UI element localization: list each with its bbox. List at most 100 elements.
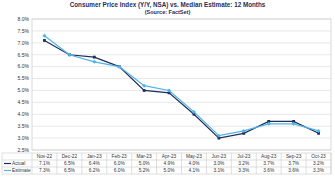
table-rule (56, 153, 57, 174)
grid-line (32, 42, 331, 43)
table-value: 4.0% (188, 161, 200, 166)
y-tick-label: 6.0% (18, 63, 30, 69)
table-value: 3.6% (263, 168, 275, 173)
table-value: 7.1% (39, 161, 51, 166)
marker (92, 60, 96, 64)
table-rule (331, 153, 332, 174)
legend-label: Estimate (12, 168, 31, 173)
table-value: 5.0% (164, 168, 176, 173)
y-tick-label: 4.5% (18, 99, 30, 105)
table-value: 3.3% (313, 168, 325, 173)
x-tick-label: May-23 (186, 154, 202, 159)
table-value: 6.2% (89, 168, 101, 173)
marker (267, 122, 271, 126)
table-value: 6.5% (64, 168, 76, 173)
table-rule (131, 153, 132, 174)
table-rule (281, 153, 282, 174)
grid-line (32, 90, 331, 91)
marker (292, 122, 296, 126)
x-tick-label: Aug-23 (261, 154, 277, 159)
y-tick-label: 7.0% (18, 40, 30, 46)
grid-line (32, 102, 331, 103)
grid-line (32, 126, 331, 127)
table-rule (106, 153, 107, 174)
grid-line (32, 66, 331, 67)
y-tick-label: 2.5% (18, 147, 30, 153)
x-tick-label: Sep-23 (286, 154, 302, 159)
marker (118, 65, 121, 68)
plot-marks (42, 34, 320, 140)
table-value: 4.1% (188, 168, 200, 173)
marker (192, 110, 196, 114)
x-tick-label: Feb-23 (112, 154, 128, 159)
y-tick-label: 5.0% (18, 87, 30, 93)
table-value: 6.0% (114, 161, 126, 166)
table-value: 3.7% (263, 161, 275, 166)
y-tick-label: 5.5% (18, 75, 30, 81)
grid-line (32, 30, 331, 31)
x-tick-label: Oct-23 (311, 154, 326, 159)
table-value: 6.4% (89, 161, 101, 166)
chart: Consumer Price Index (Y/Y, NSA) vs. Medi… (0, 0, 335, 192)
grid-line (32, 78, 331, 79)
x-tick-label: Jan-23 (87, 154, 102, 159)
y-tick-label: 4.0% (18, 111, 30, 117)
table-value: 3.2% (313, 161, 325, 166)
marker (167, 88, 171, 92)
table-value: 3.3% (238, 168, 250, 173)
y-tick-label: 8.0% (18, 16, 30, 22)
table-rule (181, 153, 182, 174)
x-tick-label: Apr-23 (162, 154, 177, 159)
marker (242, 129, 246, 133)
table-value: 6.0% (114, 168, 126, 173)
y-tick-label: 3.0% (18, 135, 30, 141)
table-value: 5.2% (139, 168, 151, 173)
table-value: 3.2% (238, 161, 250, 166)
marker (42, 34, 46, 38)
table-value: 3.0% (213, 161, 225, 166)
table-rule (156, 153, 157, 174)
x-tick-label: Mar-23 (137, 154, 153, 159)
x-tick-label: Jul-23 (237, 154, 250, 159)
table-rule (206, 153, 207, 174)
table-value: 4.9% (164, 161, 176, 166)
x-tick-label: Nov-22 (37, 154, 53, 159)
marker (93, 56, 96, 59)
marker (67, 53, 71, 57)
table-rule (32, 153, 33, 174)
grid-line (32, 19, 331, 20)
table-rule (306, 153, 307, 174)
y-tick-label: 6.5% (18, 52, 30, 58)
legend-swatch (4, 163, 11, 164)
table-value: 5.0% (139, 161, 151, 166)
table-value: 3.7% (288, 161, 300, 166)
plot-frame (32, 19, 331, 150)
legend-label: Actual (12, 161, 25, 166)
table-frame (2, 153, 331, 174)
grid-line (32, 114, 331, 115)
marker (117, 65, 121, 69)
table-value: 6.5% (64, 161, 76, 166)
marker (317, 129, 321, 133)
marker (43, 39, 46, 42)
marker (68, 53, 71, 56)
subtitle: (Source: FactSet) (145, 9, 191, 15)
table-rule (256, 153, 257, 174)
y-tick-label: 7.5% (18, 28, 30, 34)
marker (217, 134, 221, 138)
grid-line (32, 138, 331, 139)
title: Consumer Price Index (Y/Y, NSA) vs. Medi… (70, 1, 266, 9)
table-value: 7.3% (39, 168, 51, 173)
x-tick-label: Dec-22 (62, 154, 78, 159)
marker (142, 84, 146, 88)
grid-line (32, 150, 331, 151)
table-rule (81, 153, 82, 174)
table-value: 3.6% (288, 168, 300, 173)
series-line (44, 36, 318, 136)
marker (143, 89, 146, 92)
x-tick-label: Jun-23 (212, 154, 227, 159)
table-rule (231, 153, 232, 174)
y-tick-label: 3.5% (18, 123, 30, 129)
legend-swatch (4, 170, 11, 171)
table-value: 3.1% (213, 168, 225, 173)
